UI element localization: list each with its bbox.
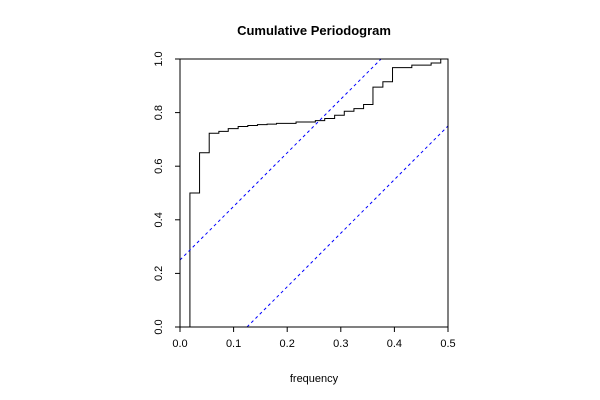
plot-frame (179, 58, 449, 328)
x-tick-label: 0.3 (333, 338, 348, 350)
axes: 0.0 0.1 0.2 0.3 0.4 0.5 0.0 0.2 0.4 0.6 0.8 1.0 (153, 51, 456, 350)
lower-confidence-band (246, 125, 448, 327)
y-tick-label: 0.2 (153, 266, 165, 281)
x-tick-label: 0.2 (280, 338, 295, 350)
plot-area (180, 58, 448, 328)
y-tick-label: 0.6 (153, 159, 165, 174)
x-tick-label: 0.0 (172, 338, 187, 350)
y-tick-label: 1.0 (153, 51, 165, 66)
x-tick-label: 0.4 (387, 338, 402, 350)
y-tick-label: 0.0 (153, 319, 165, 334)
y-tick-label: 0.8 (153, 105, 165, 120)
x-tick-label: 0.1 (226, 338, 241, 350)
cumulative-periodogram-line (180, 58, 448, 328)
upper-confidence-band (180, 59, 382, 261)
x-tick-label: 0.5 (440, 338, 455, 350)
y-tick-label: 0.4 (153, 212, 165, 227)
chart-title: Cumulative Periodogram (237, 23, 391, 38)
x-axis-label: frequency (290, 373, 339, 385)
